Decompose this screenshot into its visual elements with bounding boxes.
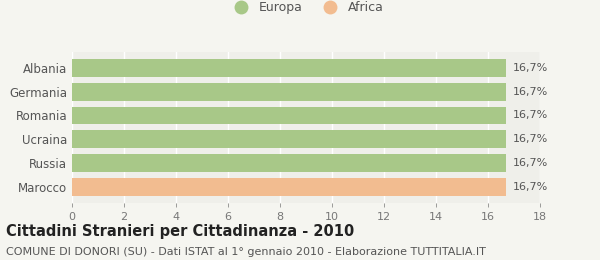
Bar: [72, 178, 506, 196]
Bar: [72, 154, 506, 172]
Bar: [72, 107, 506, 125]
Bar: [72, 83, 506, 101]
Text: COMUNE DI DONORI (SU) - Dati ISTAT al 1° gennaio 2010 - Elaborazione TUTTITALIA.: COMUNE DI DONORI (SU) - Dati ISTAT al 1°…: [6, 247, 486, 257]
Bar: [72, 130, 506, 148]
Text: 16,7%: 16,7%: [513, 63, 548, 73]
Text: 16,7%: 16,7%: [513, 182, 548, 192]
Text: 16,7%: 16,7%: [513, 87, 548, 97]
Text: 16,7%: 16,7%: [513, 110, 548, 120]
Text: Cittadini Stranieri per Cittadinanza - 2010: Cittadini Stranieri per Cittadinanza - 2…: [6, 224, 354, 239]
Legend: Europa, Africa: Europa, Africa: [229, 1, 383, 14]
Text: 16,7%: 16,7%: [513, 134, 548, 144]
Bar: [72, 59, 506, 77]
Text: 16,7%: 16,7%: [513, 158, 548, 168]
